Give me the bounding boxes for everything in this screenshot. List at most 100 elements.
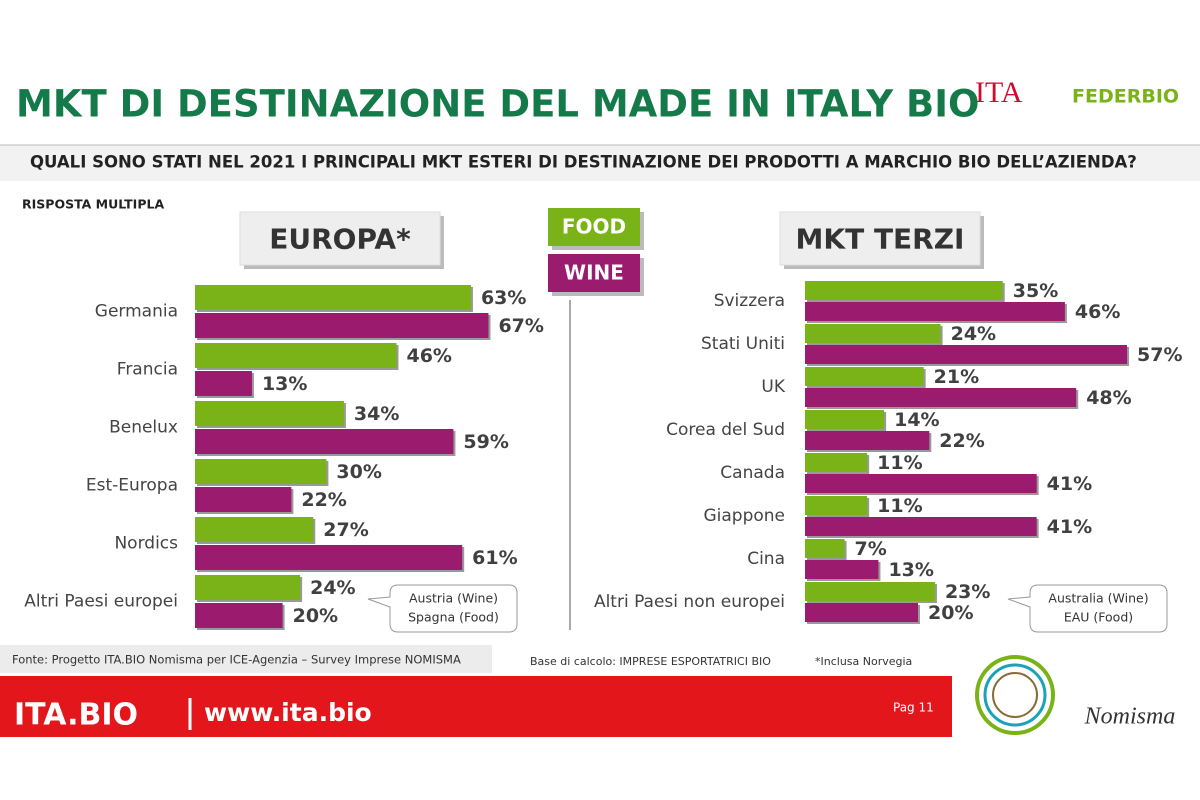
category-label: Cina [747,549,785,569]
bar [195,343,397,368]
category-label: Est-Europa [86,476,178,496]
bar [805,582,935,601]
value-label: 21% [934,366,979,388]
bar [195,603,283,628]
question-band [0,145,1200,181]
bar [805,431,930,450]
callout [1007,584,1168,633]
value-label: 48% [1086,387,1131,409]
value-label: 22% [939,430,984,452]
bar [195,575,301,600]
category-label: Giappone [703,506,785,526]
legend-swatch [548,254,640,292]
category-label: Altri Paesi europei [24,592,178,612]
category-label: Stati Uniti [701,334,785,354]
bar [805,281,1003,300]
logo-ita: ITA [975,76,1023,109]
value-label: 35% [1013,280,1058,302]
footnote: *Inclusa Norvegia [815,655,912,668]
bar [195,545,463,570]
bar [805,496,868,515]
bar [805,302,1065,321]
category-label: Altri Paesi non europei [594,592,785,612]
circle-logo [975,655,1055,735]
source-box [0,645,492,673]
legend-label: FOOD [562,215,626,239]
bar [805,388,1077,407]
category-label: Francia [117,360,178,380]
note: RISPOSTA MULTIPLA [22,197,164,212]
legend-swatch [548,208,640,246]
value-label: 27% [323,519,368,541]
bar [195,517,314,542]
category-label: UK [761,377,785,397]
base-note: Base di calcolo: IMPRESE ESPORTATRICI BI… [530,655,771,668]
title-box [239,211,441,266]
bar [195,285,471,310]
value-label: 67% [498,315,543,337]
value-label: 7% [855,538,887,560]
value-label: 13% [888,559,933,581]
value-label: 20% [293,605,338,627]
bar [195,313,489,338]
footer-band [0,676,952,737]
bar [805,517,1037,536]
value-label: 46% [406,345,451,367]
annotation: Spagna (Food) [408,610,499,625]
value-label: 22% [301,489,346,511]
bar [195,487,292,512]
category-label: Corea del Sud [666,420,785,440]
chart-title: EUROPA* [269,223,411,256]
annotation: Australia (Wine) [1048,591,1148,606]
category-label: Germania [95,302,178,322]
title-box [779,211,981,266]
value-label: 46% [1075,301,1120,323]
bar [805,324,941,343]
category-label: Svizzera [714,291,785,311]
bar [195,429,454,454]
value-label: 41% [1047,516,1092,538]
value-label: 34% [354,403,399,425]
callout [367,584,518,633]
logo-nomisma: Nomisma [1084,704,1176,730]
value-label: 30% [336,461,381,483]
bar [805,539,845,558]
slide-title: MKT DI DESTINAZIONE DEL MADE IN ITALY BI… [16,83,979,126]
value-label: 61% [472,547,517,569]
bar [195,401,344,426]
question: QUALI SONO STATI NEL 2021 I PRINCIPALI M… [30,153,1137,172]
bar [805,603,918,622]
legend-label: WINE [564,261,624,285]
value-label: 13% [262,373,307,395]
annotation: EAU (Food) [1064,610,1133,625]
page-number: Pag 11 [893,701,934,715]
source: Fonte: Progetto ITA.BIO Nomisma per ICE-… [12,653,461,667]
value-label: 41% [1047,473,1092,495]
value-label: 59% [463,431,508,453]
bar [805,453,868,472]
brand: ITA.BIO [14,698,138,733]
bar [195,371,252,396]
value-label: 14% [894,409,939,431]
bar [805,560,879,579]
value-label: 23% [945,581,990,603]
annotation: Austria (Wine) [409,591,498,606]
chart-title: MKT TERZI [796,223,965,256]
bar [805,345,1128,364]
value-label: 11% [877,495,922,517]
category-label: Nordics [114,534,178,554]
value-label: 24% [310,577,355,599]
value-label: 57% [1137,344,1182,366]
logo-federbio: FEDERBIO [1072,86,1179,108]
value-label: 20% [928,602,973,624]
bar [805,474,1037,493]
value-label: 63% [481,287,526,309]
url: www.ita.bio [204,698,372,727]
category-label: Benelux [109,418,178,438]
value-label: 24% [951,323,996,345]
bar [805,367,924,386]
value-label: 11% [877,452,922,474]
bar [195,459,327,484]
bar [805,410,885,429]
